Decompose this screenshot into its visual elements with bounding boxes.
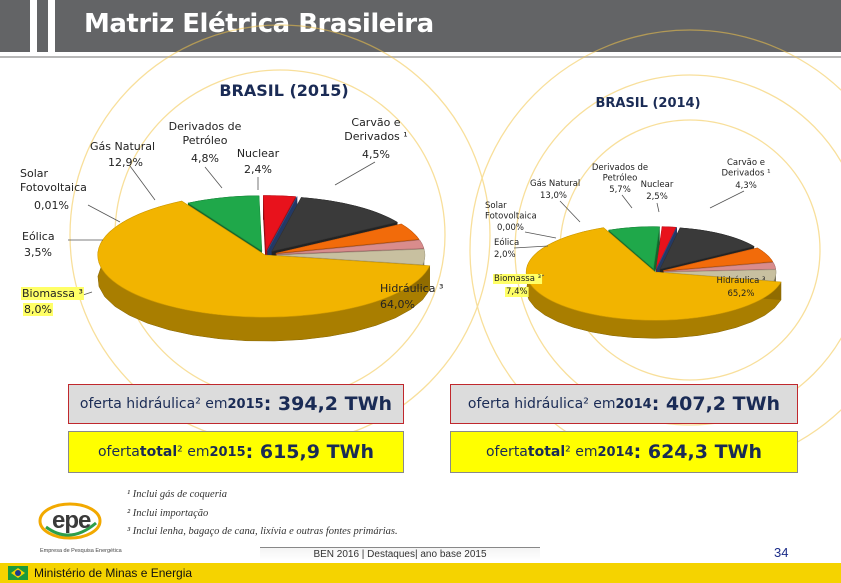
hydro-2015-prefix: oferta hidráulica² em xyxy=(79,396,228,412)
epe-logo-text: epe xyxy=(52,507,91,534)
value-label-1-2: 2,0% xyxy=(494,250,516,260)
total-2014-year: 2014 xyxy=(597,444,634,460)
category-label-1-4: Gás Natural xyxy=(530,179,580,189)
category-label-0-3: Solar Fotovoltaica xyxy=(20,167,87,194)
total-2014-mid: ² em xyxy=(565,444,598,460)
value-label-0-7: 4,5% xyxy=(362,148,390,161)
value-label-0-1: 8,0% xyxy=(24,303,52,316)
value-label-1-1: 7,4% xyxy=(506,287,528,297)
hydro-supply-2014-box: oferta hidráulica² em 2014 : 407,2 TWh xyxy=(450,384,798,424)
value-label-0-6: 2,4% xyxy=(244,163,272,176)
hydro-supply-2015-box: oferta hidráulica² em 2015 : 394,2 TWh xyxy=(68,384,404,424)
leader-line-1-3 xyxy=(524,231,557,239)
total-2015-value: : 615,9 TWh xyxy=(245,441,375,463)
leader-line-0-3 xyxy=(87,204,121,223)
value-label-1-5: 5,7% xyxy=(609,185,631,195)
epe-logo-subtitle: Empresa de Pesquisa Energética xyxy=(40,548,122,554)
category-label-0-7: Carvão e Derivados ¹ xyxy=(344,116,407,143)
category-label-1-7: Carvão e Derivados ¹ xyxy=(721,158,770,179)
value-label-0-2: 3,5% xyxy=(24,246,52,259)
value-label-1-4: 13,0% xyxy=(540,191,567,201)
chart-title: BRASIL (2014) xyxy=(595,96,700,111)
category-label-1-3: Solar Fotovoltaica xyxy=(485,201,537,222)
hydro-2015-year: 2015 xyxy=(227,396,264,412)
header-stripe xyxy=(48,0,55,52)
hydro-2014-value: : 407,2 TWh xyxy=(651,393,781,415)
category-label-1-2: Eólica xyxy=(494,237,519,248)
category-label-0-4: Gás Natural xyxy=(90,140,155,153)
chart-2015: BRASIL (2015) Hidráulica ³ 64,0% Biomassa ³… xyxy=(20,81,443,342)
brazil-flag-icon xyxy=(8,566,28,580)
page-title: Matriz Elétrica Brasileira xyxy=(84,9,434,39)
leader-line-1-7 xyxy=(709,190,745,209)
hydro-2014-year: 2014 xyxy=(615,396,652,412)
leader-line-0-5 xyxy=(204,166,223,189)
category-label-1-6: Nuclear xyxy=(641,180,674,190)
chart-title: BRASIL (2015) xyxy=(219,81,348,100)
header-rule xyxy=(0,56,841,58)
leader-line-1-5 xyxy=(621,194,633,209)
total-supply-2015-box: oferta total ² em 2015 : 615,9 TWh xyxy=(68,431,404,473)
leader-line-0-4 xyxy=(129,165,156,201)
category-label-1-0: Hidráulica ³ xyxy=(717,276,766,286)
footer-caption: BEN 2016 | Destaques| ano base 2015 xyxy=(260,547,540,561)
total-2014-prefix: oferta xyxy=(485,444,528,460)
value-label-1-7: 4,3% xyxy=(735,181,757,191)
category-label-1-1: Biomassa ³ xyxy=(494,274,541,284)
value-label-0-0: 64,0% xyxy=(380,298,415,311)
total-2015-mid: ² em xyxy=(177,444,210,460)
header-bar: Matriz Elétrica Brasileira xyxy=(0,0,841,52)
leader-line-0-7 xyxy=(334,161,376,186)
category-label-1-5: Derivados de Petróleo xyxy=(592,163,648,184)
hydro-2015-value: : 394,2 TWh xyxy=(263,393,393,415)
pie-charts: BRASIL (2015) Hidráulica ³ 64,0% Biomassa ³… xyxy=(20,24,841,471)
header-stripe xyxy=(30,0,37,52)
leader-line-1-6 xyxy=(656,202,660,213)
category-label-0-6: Nuclear xyxy=(237,147,280,160)
value-label-1-3: 0,00% xyxy=(497,223,524,233)
epe-logo-icon xyxy=(38,502,102,540)
pie-slice-0-0 xyxy=(97,200,431,342)
leader-line-1-4 xyxy=(559,200,581,223)
page-number: 34 xyxy=(774,545,789,560)
footnote-2: ² Inclui importação xyxy=(127,508,209,519)
total-2015-year: 2015 xyxy=(209,444,246,460)
value-label-0-5: 4,8% xyxy=(191,152,219,165)
ministry-bar: Ministério de Minas e Energia xyxy=(0,563,841,583)
value-label-1-0: 65,2% xyxy=(727,289,754,299)
total-2014-value: : 624,3 TWh xyxy=(633,441,763,463)
category-label-0-5: Derivados de Petróleo xyxy=(169,120,242,147)
total-supply-2014-box: oferta total ² em 2014 : 624,3 TWh xyxy=(450,431,798,473)
total-2014-bold: total xyxy=(527,444,566,460)
value-label-0-4: 12,9% xyxy=(108,156,143,169)
category-label-0-2: Eólica xyxy=(22,230,55,243)
category-label-0-0: Hidráulica ³ xyxy=(380,282,443,295)
ministry-name: Ministério de Minas e Energia xyxy=(34,566,193,580)
value-label-0-3: 0,01% xyxy=(34,199,69,212)
value-label-1-6: 2,5% xyxy=(646,192,668,202)
hydro-2014-prefix: oferta hidráulica² em xyxy=(467,396,616,412)
footnote-1: ¹ Inclui gás de coqueria xyxy=(127,489,227,500)
total-2015-prefix: oferta xyxy=(97,444,140,460)
chart-2014: BRASIL (2014) Hidráulica ³ 65,2% Biomassa ³… xyxy=(485,96,782,339)
footnote-3: ³ Inclui lenha, bagaço de cana, lixívia … xyxy=(127,526,398,537)
category-label-0-1: Biomassa ³ xyxy=(22,287,83,300)
total-2015-bold: total xyxy=(139,444,178,460)
leader-line-1-2 xyxy=(513,245,549,249)
